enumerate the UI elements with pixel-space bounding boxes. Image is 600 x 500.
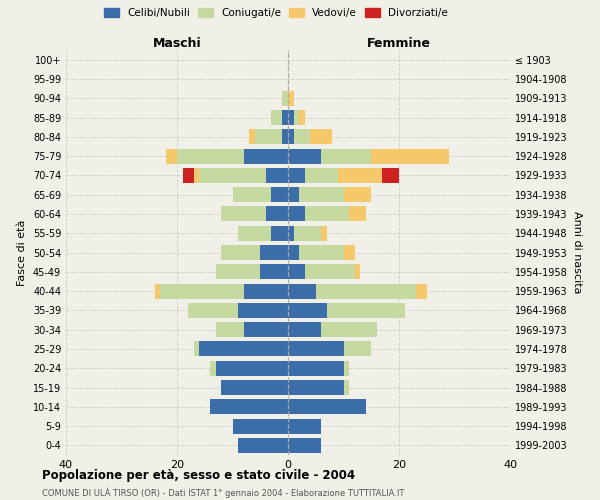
Bar [288, 187, 299, 202]
Bar [254, 130, 283, 144]
Bar [188, 303, 238, 318]
Bar [216, 360, 288, 376]
Bar [316, 284, 416, 298]
Bar [238, 226, 271, 240]
Bar [288, 284, 316, 298]
Bar [288, 360, 343, 376]
Bar [288, 245, 299, 260]
Text: Maschi: Maschi [152, 37, 202, 50]
Bar [343, 342, 371, 356]
Bar [288, 322, 322, 337]
Bar [288, 90, 293, 106]
Bar [305, 168, 338, 183]
Bar [266, 206, 288, 222]
Bar [322, 226, 327, 240]
Bar [288, 438, 322, 453]
Bar [322, 148, 371, 164]
Bar [288, 110, 293, 125]
Bar [283, 110, 288, 125]
Bar [155, 284, 160, 298]
Bar [299, 110, 305, 125]
Bar [194, 168, 199, 183]
Bar [194, 342, 199, 356]
Y-axis label: Anni di nascita: Anni di nascita [571, 211, 581, 294]
Bar [216, 264, 260, 280]
Bar [199, 168, 266, 183]
Bar [260, 245, 288, 260]
Bar [271, 226, 288, 240]
Text: Popolazione per età, sesso e stato civile - 2004: Popolazione per età, sesso e stato civil… [42, 470, 355, 482]
Bar [199, 342, 288, 356]
Bar [283, 90, 288, 106]
Bar [288, 400, 366, 414]
Bar [293, 130, 310, 144]
Y-axis label: Fasce di età: Fasce di età [17, 220, 27, 286]
Bar [177, 148, 244, 164]
Bar [238, 303, 288, 318]
Bar [288, 303, 327, 318]
Bar [288, 206, 305, 222]
Bar [288, 380, 343, 395]
Bar [288, 418, 322, 434]
Bar [283, 130, 288, 144]
Bar [343, 360, 349, 376]
Bar [260, 264, 288, 280]
Text: Femmine: Femmine [367, 37, 431, 50]
Bar [338, 168, 382, 183]
Bar [288, 130, 293, 144]
Bar [271, 187, 288, 202]
Bar [210, 400, 288, 414]
Bar [244, 284, 288, 298]
Bar [221, 380, 288, 395]
Bar [349, 206, 366, 222]
Bar [299, 187, 343, 202]
Bar [266, 168, 288, 183]
Bar [249, 130, 254, 144]
Bar [271, 110, 283, 125]
Bar [327, 303, 404, 318]
Bar [160, 284, 244, 298]
Bar [221, 206, 266, 222]
Bar [166, 148, 177, 164]
Bar [371, 148, 449, 164]
Bar [182, 168, 194, 183]
Bar [293, 226, 322, 240]
Bar [293, 110, 299, 125]
Bar [343, 380, 349, 395]
Bar [233, 418, 288, 434]
Bar [288, 264, 305, 280]
Bar [244, 322, 288, 337]
Text: COMUNE DI ULÀ TIRSO (OR) - Dati ISTAT 1° gennaio 2004 - Elaborazione TUTTITALIA.: COMUNE DI ULÀ TIRSO (OR) - Dati ISTAT 1°… [42, 487, 404, 498]
Bar [210, 360, 216, 376]
Bar [299, 245, 343, 260]
Bar [382, 168, 399, 183]
Bar [288, 148, 322, 164]
Bar [216, 322, 244, 337]
Bar [305, 206, 349, 222]
Bar [233, 187, 271, 202]
Bar [343, 187, 371, 202]
Bar [288, 226, 293, 240]
Bar [355, 264, 360, 280]
Bar [288, 168, 305, 183]
Bar [244, 148, 288, 164]
Bar [288, 342, 343, 356]
Bar [310, 130, 332, 144]
Bar [238, 438, 288, 453]
Bar [221, 245, 260, 260]
Bar [416, 284, 427, 298]
Legend: Celibi/Nubili, Coniugati/e, Vedovi/e, Divorziati/e: Celibi/Nubili, Coniugati/e, Vedovi/e, Di… [101, 5, 451, 21]
Bar [343, 245, 355, 260]
Bar [322, 322, 377, 337]
Bar [305, 264, 355, 280]
